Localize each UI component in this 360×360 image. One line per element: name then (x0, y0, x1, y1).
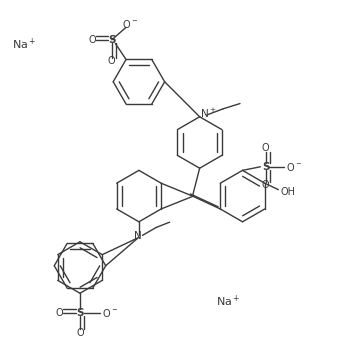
Text: O$^-$: O$^-$ (102, 307, 118, 319)
Text: O: O (88, 35, 96, 45)
Text: O: O (76, 328, 84, 338)
Text: N$^+$: N$^+$ (200, 107, 217, 120)
Text: O$^-$: O$^-$ (122, 18, 138, 30)
Text: O: O (55, 308, 63, 318)
Text: S: S (108, 35, 116, 45)
Text: O: O (262, 180, 270, 190)
Text: N: N (134, 231, 142, 242)
Text: O: O (108, 56, 116, 66)
Text: Na$^+$: Na$^+$ (12, 37, 36, 52)
Text: OH: OH (280, 187, 296, 197)
Text: O$^-$: O$^-$ (285, 161, 302, 173)
Text: S: S (262, 162, 270, 172)
Text: Na$^+$: Na$^+$ (216, 294, 240, 309)
Text: O: O (262, 143, 270, 153)
Text: S: S (76, 308, 84, 318)
